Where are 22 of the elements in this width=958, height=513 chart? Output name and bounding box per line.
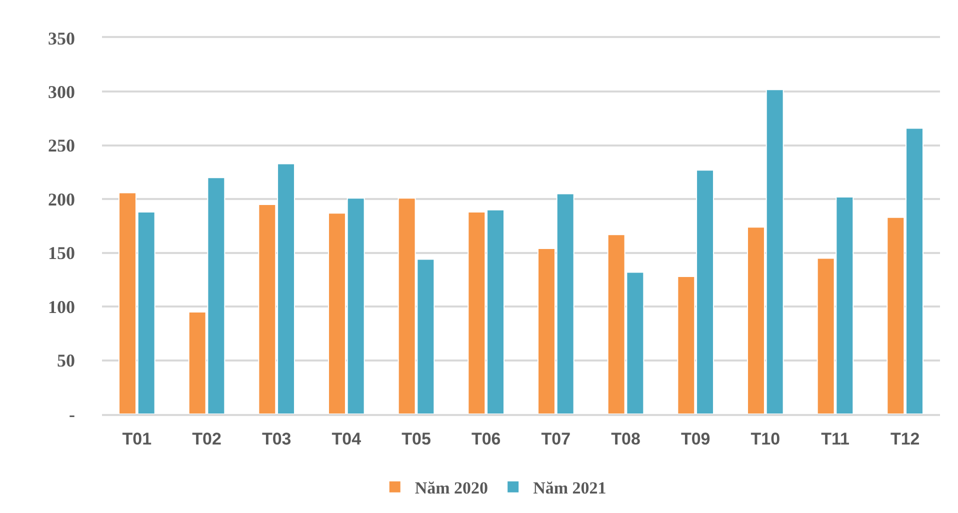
x-tick-label: T08: [611, 429, 640, 448]
y-tick-label: -: [69, 404, 75, 424]
x-tick-label: T03: [262, 429, 292, 448]
y-tick-label: 200: [48, 189, 75, 210]
x-tick-label: T11: [821, 429, 850, 448]
x-tick-label: T05: [402, 429, 431, 448]
x-tick-label: T02: [192, 429, 222, 448]
x-tick-label: T01: [122, 429, 152, 448]
legend-label: Năm 2021: [533, 478, 606, 498]
x-tick-label: T06: [471, 429, 501, 448]
y-tick-label: 50: [57, 350, 75, 371]
y-tick-label: 350: [48, 28, 75, 48]
y-tick-label: 150: [48, 243, 75, 264]
y-tick-label: 100: [48, 296, 75, 317]
x-tick-label: T10: [750, 429, 780, 448]
x-tick-label: T04: [332, 429, 362, 448]
x-tick-label: T07: [541, 429, 571, 448]
y-tick-label: 250: [48, 136, 75, 156]
legend-label: Năm 2020: [414, 478, 488, 498]
y-tick-label: 300: [48, 82, 75, 102]
x-tick-label: T09: [680, 429, 710, 448]
x-tick-label: T12: [890, 429, 920, 448]
